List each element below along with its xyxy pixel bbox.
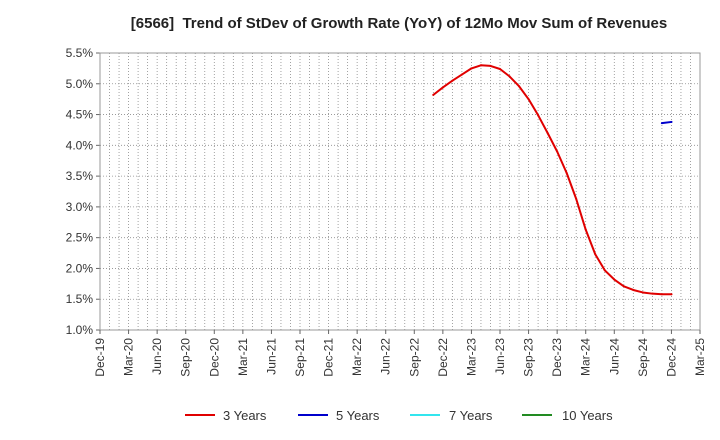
x-tick-label: Dec-20	[207, 338, 221, 377]
x-tick-label: Mar-22	[350, 338, 364, 376]
data-point-3-years	[479, 64, 482, 67]
data-point-5-years	[660, 122, 663, 125]
axes: 1.0% 1.5% 2.0% 2.5% 3.0% 3.5% 4.0% 4.5% 5.0% 5.5%…	[66, 46, 707, 377]
x-tick-label: Mar-20	[122, 338, 136, 376]
data-point-3-years	[518, 85, 521, 88]
x-tick-label: Mar-24	[579, 338, 593, 376]
grid	[100, 53, 700, 330]
data-point-3-years	[603, 269, 606, 272]
data-point-3-years	[670, 293, 673, 296]
x-tick-label: Jun-21	[264, 338, 278, 375]
x-tick-label: Dec-22	[436, 338, 450, 377]
x-tick-label: Jun-20	[150, 338, 164, 375]
x-tick-label: Dec-23	[550, 338, 564, 377]
y-tick-label: 1.0%	[66, 323, 94, 337]
data-point-3-years	[460, 73, 463, 76]
data-point-3-years	[660, 293, 663, 296]
data-point-3-years	[556, 150, 559, 153]
legend-label-7-years: 7 Years	[449, 408, 493, 423]
series-line-5-years	[660, 120, 673, 125]
x-tick-label: Mar-23	[464, 338, 478, 376]
plot-area	[100, 53, 700, 330]
y-tick-label: 5.5%	[66, 46, 94, 60]
x-tick-label: Sep-20	[179, 338, 193, 377]
y-tick-label: 2.0%	[66, 261, 94, 275]
data-point-3-years	[565, 172, 568, 175]
y-tick-label: 4.0%	[66, 138, 94, 152]
legend-item-3-years: 3 Years	[185, 408, 267, 423]
data-point-3-years	[622, 285, 625, 288]
y-tick-label: 5.0%	[66, 77, 94, 91]
y-tick-label: 3.5%	[66, 169, 94, 183]
legend-label-10-years: 10 Years	[562, 408, 613, 423]
x-tick-label: Jun-23	[493, 338, 507, 375]
legend-item-7-years: 7 Years	[410, 408, 493, 423]
x-tick-label: Jun-24	[607, 338, 621, 375]
y-tick-label: 1.5%	[66, 292, 94, 306]
data-point-3-years	[499, 68, 501, 71]
x-tick-label: Sep-22	[407, 338, 421, 377]
x-tick-label: Sep-24	[636, 338, 650, 377]
data-point-3-years	[575, 197, 578, 200]
data-point-3-years	[546, 132, 549, 135]
data-point-3-years	[613, 278, 616, 281]
data-point-3-years	[508, 75, 511, 78]
data-point-5-years	[670, 120, 673, 123]
series-lines	[432, 64, 673, 296]
x-tick-label: Mar-21	[236, 338, 250, 376]
data-point-3-years	[594, 253, 597, 256]
x-tick-label: Dec-24	[664, 338, 678, 377]
data-point-3-years	[651, 292, 654, 295]
data-point-3-years	[641, 291, 644, 294]
data-point-3-years	[632, 288, 635, 291]
x-tick-label: Dec-21	[322, 338, 336, 377]
data-point-3-years	[489, 64, 492, 67]
legend-label-5-years: 5 Years	[336, 408, 380, 423]
data-point-3-years	[470, 67, 473, 70]
y-tick-label: 4.5%	[66, 108, 94, 122]
data-point-3-years	[584, 228, 587, 231]
data-point-3-years	[451, 79, 454, 82]
x-tick-label: Dec-19	[93, 338, 107, 377]
chart-title: [6566] Trend of StDev of Growth Rate (Yo…	[131, 15, 667, 32]
x-tick-label: Mar-25	[693, 338, 707, 376]
legend: 3 Years 5 Years 7 Years 10 Years	[185, 408, 613, 423]
legend-label-3-years: 3 Years	[223, 408, 267, 423]
data-point-3-years	[527, 98, 530, 101]
legend-item-10-years: 10 Years	[522, 408, 613, 423]
data-point-3-years	[537, 114, 540, 117]
x-tick-label: Sep-23	[522, 338, 536, 377]
legend-item-5-years: 5 Years	[298, 408, 380, 423]
y-tick-label: 2.5%	[66, 231, 94, 245]
data-point-3-years	[441, 86, 444, 89]
x-tick-label: Jun-22	[379, 338, 393, 375]
plot-border	[99, 52, 701, 331]
y-tick-label: 3.0%	[66, 200, 94, 214]
x-tick-label: Sep-21	[293, 338, 307, 377]
data-point-3-years	[432, 93, 435, 96]
series-line-3-years	[432, 64, 673, 296]
